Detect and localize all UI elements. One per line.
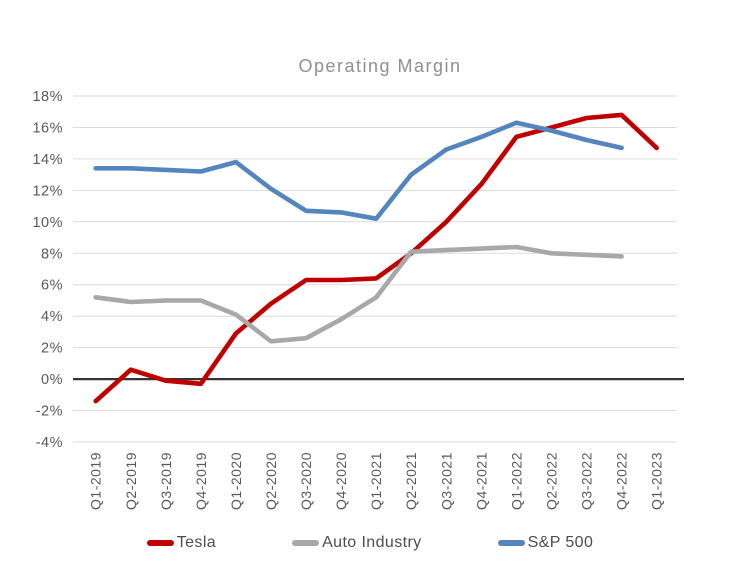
legend-item-auto-industry: Auto Industry [292,531,421,555]
y-tick-label: 8% [41,246,63,262]
y-tick-label: 12% [32,183,63,199]
y-tick-label: 2% [41,341,63,357]
x-tick-label: Q1-2023 [649,452,665,510]
y-tick-label: 6% [41,278,63,294]
y-tick-label: -4% [36,435,63,451]
series-line-tesla [93,112,660,404]
x-tick-label: Q4-2020 [333,452,349,510]
legend-label-s-p-500: S&P 500 [527,534,594,551]
x-tick-label: Q2-2019 [123,452,139,510]
x-tick-label: Q4-2022 [614,452,630,510]
x-tick-label: Q3-2020 [298,452,314,510]
legend-swatch-auto-industry [292,540,320,546]
legend-swatch-s-p-500 [497,540,525,546]
x-tick-label: Q3-2021 [438,452,454,510]
y-tick-label: 16% [32,121,63,137]
y-tick-label: -2% [36,404,63,420]
x-tick-label: Q1-2022 [508,452,524,510]
x-tick-label: Q4-2021 [473,452,489,510]
x-tick-label: Q1-2020 [228,452,244,510]
x-tick-label: Q2-2022 [544,452,560,510]
y-tick-label: 10% [32,215,63,231]
legend-swatch-tesla [146,540,174,546]
x-tick-label: Q1-2021 [368,452,384,510]
x-tick-label: Q4-2019 [193,452,209,510]
legend-item-s-p-500: S&P 500 [497,531,594,555]
chart-legend: Tesla Auto Industry S&P 500 [0,531,740,555]
x-tick-label: Q3-2019 [158,452,174,510]
y-tick-label: 0% [41,372,63,388]
x-tick-label: Q3-2022 [579,452,595,510]
legend-label-auto-industry: Auto Industry [322,534,422,551]
y-tick-label: 4% [41,309,63,325]
legend-item-tesla: Tesla [146,531,217,555]
chart-title: Operating Margin [298,56,462,76]
x-tick-label: Q2-2021 [403,452,419,510]
y-tick-label: 18% [32,89,63,105]
legend-label-tesla: Tesla [176,534,217,551]
y-tick-label: 14% [32,152,63,168]
x-tick-label: Q1-2019 [88,452,104,510]
series-line-s-p-500 [93,120,624,221]
x-tick-label: Q2-2020 [263,452,279,510]
series-line-auto-industry [93,244,624,344]
